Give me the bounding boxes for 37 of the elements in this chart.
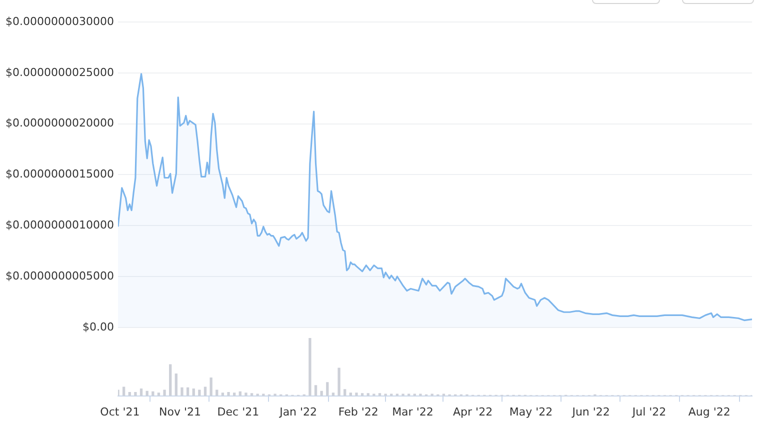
y-tick-label: $0.0000000030000	[6, 14, 114, 28]
x-tick-label: Aug '22	[688, 405, 730, 418]
bar	[227, 392, 230, 396]
x-tick-label: Nov '21	[159, 405, 202, 418]
bar	[192, 388, 195, 396]
bar	[169, 364, 172, 396]
bar	[216, 390, 218, 396]
bar	[320, 390, 323, 396]
y-tick-label: $0.0000000015000	[6, 168, 114, 181]
bar	[134, 392, 137, 396]
bar	[180, 387, 184, 396]
bar	[210, 378, 212, 396]
bar	[314, 385, 318, 396]
y-tick-label: $0.0000000010000	[6, 218, 114, 232]
bar	[308, 338, 312, 396]
bar	[174, 374, 178, 396]
x-tick-label: Oct '21	[100, 405, 140, 418]
y-tick-label: $0.0000000025000	[6, 66, 114, 79]
bar	[344, 389, 346, 396]
bar	[338, 368, 340, 396]
x-tick-label: May '22	[509, 405, 553, 418]
bar	[163, 390, 166, 396]
y-tick-label: $0.0000000005000	[6, 269, 114, 282]
bar	[140, 388, 143, 396]
bar	[198, 390, 201, 396]
x-tick-label: Jul '22	[631, 405, 666, 418]
x-tick-label: Mar '22	[392, 405, 434, 418]
bar	[355, 392, 358, 396]
x-tick-label: Dec '21	[217, 405, 260, 418]
x-tick-label: Jan '22	[278, 405, 318, 418]
bar	[244, 392, 248, 396]
x-tick-label: Apr '22	[453, 405, 493, 418]
bar	[326, 382, 329, 396]
x-tick-label: Jun '22	[571, 405, 610, 418]
y-tick-label: $0.0000000020000	[6, 116, 114, 130]
y-tick-label: $0.00	[82, 320, 114, 334]
x-tick-label: Feb '22	[338, 405, 378, 418]
